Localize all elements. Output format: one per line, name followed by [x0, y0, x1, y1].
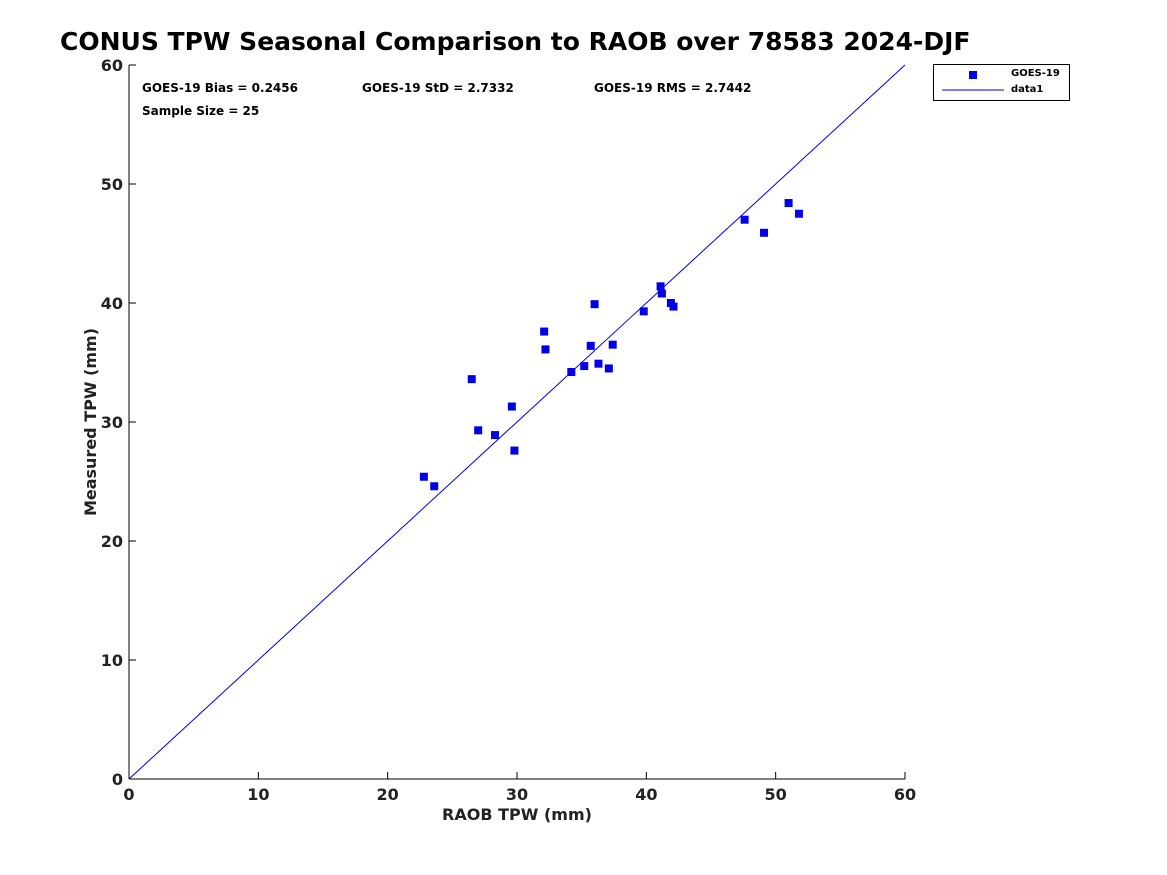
- data-point: [784, 199, 793, 208]
- data-point: [608, 340, 617, 349]
- y-tick-label: 0: [112, 770, 123, 789]
- data-point: [540, 327, 549, 336]
- data-point: [419, 472, 428, 481]
- x-tick-label: 20: [377, 785, 399, 804]
- x-tick-label: 0: [123, 785, 134, 804]
- y-tick-label: 60: [101, 56, 123, 75]
- y-axis-label: Measured TPW (mm): [81, 328, 100, 516]
- legend-label-data1: data1: [1011, 84, 1044, 95]
- data-point: [639, 307, 648, 316]
- data-point: [760, 228, 769, 237]
- bias-annotation: GOES-19 Bias = 0.2456: [142, 81, 298, 95]
- y-ticks: 0 10 20 30 40 50 60: [101, 56, 136, 789]
- legend-label-goes19: GOES-19: [1011, 68, 1060, 79]
- series-goes19: [419, 199, 803, 491]
- data-point: [657, 289, 666, 298]
- x-tick-label: 60: [894, 785, 916, 804]
- legend: GOES-19 data1: [933, 64, 1070, 101]
- sample-size-annotation: Sample Size = 25: [142, 104, 260, 118]
- data-point: [510, 446, 519, 455]
- legend-marker-goes19: [969, 71, 977, 79]
- x-axis-label: RAOB TPW (mm): [442, 805, 592, 824]
- series-data1: [128, 64, 906, 780]
- legend-symbols: [942, 71, 1004, 91]
- data-point: [656, 282, 665, 291]
- data1-line: [128, 64, 906, 780]
- x-ticks: 0 10 20 30 40 50 60: [123, 772, 916, 804]
- rms-annotation: GOES-19 RMS = 2.7442: [594, 81, 752, 95]
- data-point: [590, 300, 599, 309]
- y-tick-label: 50: [101, 175, 123, 194]
- data-point: [430, 482, 439, 491]
- data-point: [580, 362, 589, 371]
- data-point: [567, 368, 576, 377]
- x-tick-label: 10: [247, 785, 269, 804]
- data-point: [586, 341, 595, 350]
- data-point: [604, 364, 613, 373]
- x-tick-label: 50: [765, 785, 787, 804]
- chart-title: CONUS TPW Seasonal Comparison to RAOB ov…: [60, 27, 971, 56]
- data-point: [794, 209, 803, 218]
- data-point: [541, 345, 550, 354]
- y-tick-label: 20: [101, 532, 123, 551]
- data-point: [507, 402, 516, 411]
- data-point: [467, 375, 476, 384]
- std-annotation: GOES-19 StD = 2.7332: [362, 81, 514, 95]
- data-point: [594, 359, 603, 368]
- y-tick-label: 40: [101, 294, 123, 313]
- x-tick-label: 40: [635, 785, 657, 804]
- x-tick-label: 30: [506, 785, 528, 804]
- data-point: [669, 302, 678, 311]
- data-point: [491, 431, 500, 440]
- data-point: [740, 215, 749, 224]
- y-tick-label: 10: [101, 651, 123, 670]
- y-tick-label: 30: [101, 413, 123, 432]
- data-point: [474, 426, 483, 435]
